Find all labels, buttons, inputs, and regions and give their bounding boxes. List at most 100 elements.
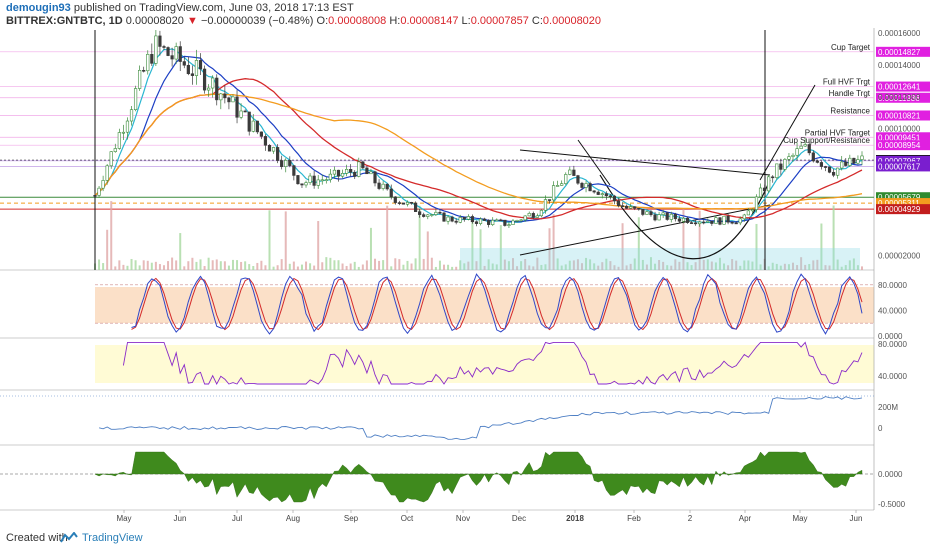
candle-body xyxy=(771,176,775,179)
volume-bar xyxy=(374,258,377,270)
candle-body xyxy=(397,202,401,204)
candle-body xyxy=(308,175,312,183)
tradingview-logo-icon[interactable] xyxy=(60,532,78,544)
volume-bar xyxy=(199,259,202,270)
candle-body xyxy=(568,169,572,175)
volume-bar xyxy=(349,263,352,270)
stoch-tick-label: 0.0000 xyxy=(878,332,903,341)
volume-bar xyxy=(755,223,758,270)
candle-body xyxy=(251,120,255,132)
volume-bar xyxy=(475,261,478,270)
candle-body xyxy=(231,96,235,103)
volume-bar xyxy=(130,258,133,270)
candle-body xyxy=(324,179,328,181)
volume-bar xyxy=(430,257,433,270)
footer-created-text: Created with xyxy=(6,532,68,544)
volume-bar xyxy=(443,264,446,270)
volume-bar xyxy=(609,261,612,270)
volume-bar xyxy=(171,257,174,270)
level-label: Handle Trgt xyxy=(829,89,871,98)
symbol-name[interactable]: BITTREX:GNTBTC, 1D xyxy=(6,15,123,27)
macd-tick-label: -0.5000 xyxy=(878,500,906,509)
price-tag-value: 0.00014827 xyxy=(878,48,921,57)
candle-body xyxy=(491,219,495,225)
price-tag xyxy=(876,155,930,166)
macd-histogram xyxy=(94,451,863,503)
candle-body xyxy=(409,202,414,204)
volume-bar xyxy=(723,263,726,270)
volume-bar xyxy=(544,264,547,270)
candle-body xyxy=(669,213,673,220)
candle-body xyxy=(316,179,320,186)
candle-body xyxy=(454,220,458,223)
footer-brand-link[interactable]: TradingView xyxy=(82,532,143,544)
candle-body xyxy=(158,35,162,47)
candle-body xyxy=(791,154,795,157)
price-tag xyxy=(876,198,930,209)
candle-body xyxy=(276,147,280,161)
candle-body xyxy=(519,219,523,222)
price-tick-label: 0.00010000 xyxy=(878,125,921,134)
volume-bar xyxy=(702,259,705,270)
candle-body xyxy=(426,214,430,217)
stoch-tick-label: 40.0000 xyxy=(878,306,907,315)
volume-bar xyxy=(398,259,401,270)
candle-body xyxy=(560,183,564,186)
volume-bar xyxy=(727,265,730,270)
month-label: Jul xyxy=(232,514,242,523)
candle-body xyxy=(551,185,556,201)
candle-body xyxy=(446,216,450,222)
price-panel[interactable] xyxy=(0,30,874,270)
candle-body xyxy=(304,182,308,186)
candle-body xyxy=(239,110,243,118)
volume-bar xyxy=(158,264,161,270)
candle-body xyxy=(750,209,755,212)
volume-bar xyxy=(706,259,709,270)
last-price: 0.00008020 xyxy=(125,15,184,27)
volume-bar xyxy=(828,265,831,270)
candle-body xyxy=(450,216,454,222)
volume-bar xyxy=(593,263,596,270)
candle-body xyxy=(503,219,507,226)
chart-canvas[interactable]: 80.000040.00000.000080.000040.0000200M00… xyxy=(0,0,932,528)
volume-bar xyxy=(414,258,417,270)
volume-bar xyxy=(394,258,397,270)
volume-bar xyxy=(244,261,247,270)
candle-body xyxy=(819,162,824,167)
volume-bar xyxy=(804,264,807,270)
volume-bar xyxy=(175,260,178,270)
price-tag-value: 0.00005679 xyxy=(878,193,921,202)
candle-body xyxy=(162,46,166,48)
volume-bar xyxy=(126,265,129,270)
volume-bar xyxy=(690,265,693,270)
stoch-tick-label: 80.0000 xyxy=(878,281,907,290)
volume-bar xyxy=(215,259,218,270)
candle-body xyxy=(235,96,239,118)
candle-body xyxy=(300,183,304,186)
volume-bar xyxy=(227,265,230,270)
candle-body xyxy=(718,217,722,225)
candle-body xyxy=(811,152,815,162)
volume-bar xyxy=(848,260,851,270)
volume-bar xyxy=(617,266,620,270)
rsi-band xyxy=(95,345,874,383)
volume-bar xyxy=(759,264,762,270)
volume-bar xyxy=(654,263,657,270)
volume-bar xyxy=(114,266,117,270)
volume-bar xyxy=(203,266,206,270)
candle-body xyxy=(198,60,203,70)
volume-bar xyxy=(747,260,750,270)
obv-line xyxy=(98,396,863,440)
price-tick-label: 0.00012000 xyxy=(878,93,921,102)
volume-bar xyxy=(118,260,121,270)
candle-body xyxy=(523,215,527,221)
candle-body xyxy=(856,159,860,164)
volume-bar xyxy=(800,257,803,270)
candle-body xyxy=(836,167,840,176)
candle-body xyxy=(848,157,852,166)
price-candles xyxy=(93,30,864,229)
candle-body xyxy=(726,215,730,223)
candle-body xyxy=(345,169,349,174)
publisher-username[interactable]: demougin93 xyxy=(6,2,71,14)
candle-body xyxy=(649,211,653,216)
